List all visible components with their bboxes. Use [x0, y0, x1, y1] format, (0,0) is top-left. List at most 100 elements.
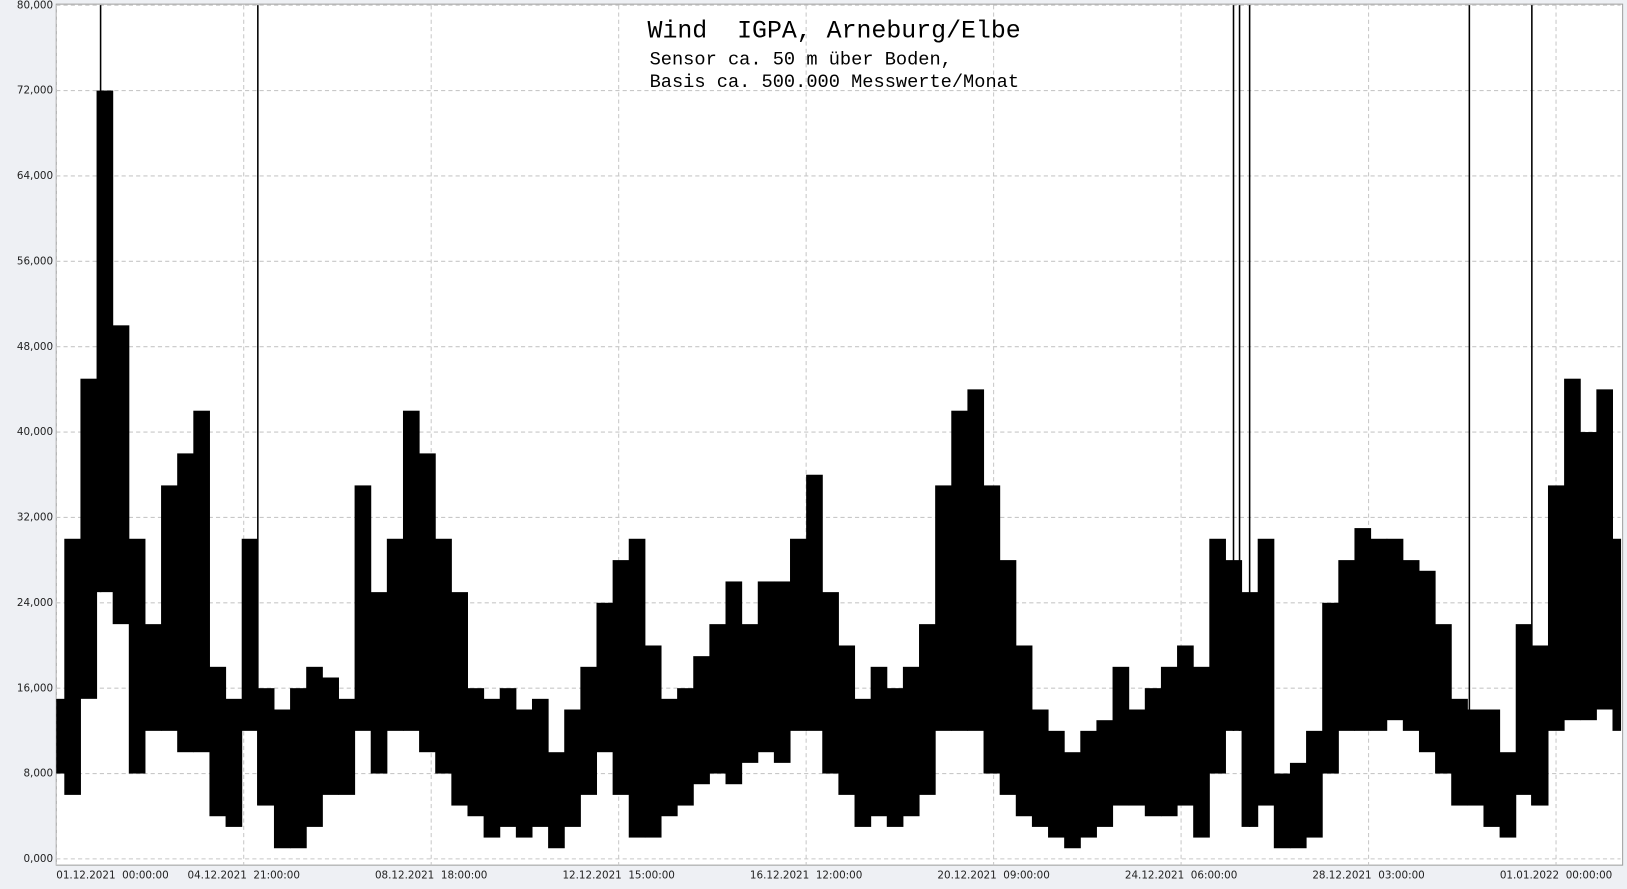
range-bar [1112, 666, 1130, 806]
range-bar [80, 378, 98, 699]
x-tick-label: 24.12.2021 06:00:00 [1125, 870, 1237, 882]
range-bar [773, 581, 791, 763]
range-bar [902, 666, 920, 817]
y-tick-label: 16,000 [17, 682, 53, 694]
range-bar [1612, 538, 1622, 731]
range-bar [467, 688, 485, 817]
range-bar [822, 592, 839, 774]
range-bar [1370, 538, 1388, 731]
range-bar [241, 538, 259, 731]
range-bar [112, 325, 130, 625]
range-bar [1467, 709, 1484, 806]
y-tick-label: 48,000 [17, 341, 53, 353]
range-bar [806, 474, 823, 731]
range-bar [1273, 773, 1291, 849]
range-bar [999, 560, 1017, 795]
range-bar [596, 602, 614, 753]
x-tick-label: 28.12.2021 03:00:00 [1312, 870, 1424, 882]
range-bar [1031, 709, 1049, 827]
range-bar [1048, 730, 1065, 838]
range-bar [499, 688, 517, 827]
chart-title: Wind IGPA, Arneburg/Elbe [648, 17, 1021, 45]
range-bar [1402, 560, 1420, 731]
range-bar [1451, 698, 1468, 806]
range-bar [919, 624, 936, 795]
range-bar [306, 666, 323, 827]
range-bar [951, 410, 968, 731]
y-tick-label: 72,000 [17, 85, 53, 97]
range-bar [693, 656, 710, 785]
range-bar [56, 698, 65, 774]
range-bar [1596, 389, 1614, 710]
range-bar [741, 624, 759, 763]
y-tick-label: 32,000 [17, 512, 53, 524]
range-bar [1354, 528, 1372, 731]
subtitle: Basis ca. 500.000 Messwerte/Monat [650, 71, 1019, 93]
x-tick-label: 20.12.2021 09:00:00 [937, 870, 1049, 882]
range-bar [322, 677, 339, 795]
range-bar [870, 666, 888, 817]
y-tick-label: 8,000 [23, 768, 53, 780]
range-bar [886, 688, 904, 827]
y-tick-label: 80,000 [17, 0, 53, 11]
range-bar [451, 592, 468, 806]
y-tick-label: 64,000 [17, 170, 53, 182]
subtitle: Sensor ca. 50 m über Boden, [650, 48, 952, 70]
range-bar [290, 688, 307, 849]
range-bar [564, 709, 581, 827]
range-bar [144, 624, 162, 731]
range-bar [661, 698, 678, 817]
x-tick-label: 04.12.2021 21:00:00 [187, 870, 299, 882]
range-bar [1064, 752, 1081, 849]
range-bar [273, 709, 291, 849]
range-bar [1306, 730, 1323, 838]
range-bar [338, 698, 356, 795]
range-bar [370, 592, 388, 774]
range-bar [1531, 645, 1549, 806]
range-bar [209, 666, 227, 817]
range-bar [225, 698, 243, 827]
range-bar [402, 410, 420, 731]
range-bar [161, 485, 178, 731]
x-tick-label: 08.12.2021 18:00:00 [375, 870, 487, 882]
x-tick-label: 01.01.2022 00:00:00 [1500, 870, 1612, 882]
marks [56, 5, 1622, 849]
x-tick-label: 16.12.2021 12:00:00 [750, 870, 862, 882]
range-bar [725, 581, 743, 785]
range-bar [193, 410, 210, 753]
x-tick-label: 01.12.2021 00:00:00 [56, 870, 168, 882]
range-bar [644, 645, 662, 838]
range-bar [1564, 378, 1581, 721]
range-bar [628, 538, 646, 838]
range-bar [1177, 645, 1194, 806]
range-bar [1080, 730, 1097, 838]
range-bar [757, 581, 775, 753]
range-bar [1515, 624, 1533, 795]
y-tick-label: 56,000 [17, 255, 53, 267]
range-bar [483, 698, 501, 838]
range-bar [854, 698, 872, 827]
range-bar [128, 538, 146, 774]
range-bar [709, 624, 727, 774]
range-bar [435, 538, 452, 774]
range-bar [1338, 560, 1355, 731]
range-bar [548, 752, 565, 849]
labels: Wind IGPA, Arneburg/Elbe Sensor ca. 50 m… [17, 0, 1612, 882]
range-bar [1015, 645, 1033, 817]
range-bar [580, 666, 598, 795]
range-bar [967, 389, 985, 731]
range-bar [1580, 432, 1597, 721]
range-bar [1289, 762, 1307, 849]
range-bar [177, 453, 194, 753]
range-bar [64, 538, 81, 795]
range-bar [354, 485, 372, 731]
range-bar [935, 485, 952, 731]
range-bar [96, 90, 114, 593]
range-bar [790, 538, 807, 731]
range-bar [386, 538, 404, 731]
y-tick-label: 40,000 [17, 426, 53, 438]
range-bar [1209, 538, 1226, 774]
range-bar [838, 645, 856, 795]
range-bar [1193, 666, 1210, 838]
